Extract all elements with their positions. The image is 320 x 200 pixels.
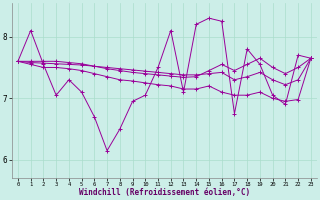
X-axis label: Windchill (Refroidissement éolien,°C): Windchill (Refroidissement éolien,°C)	[79, 188, 250, 197]
